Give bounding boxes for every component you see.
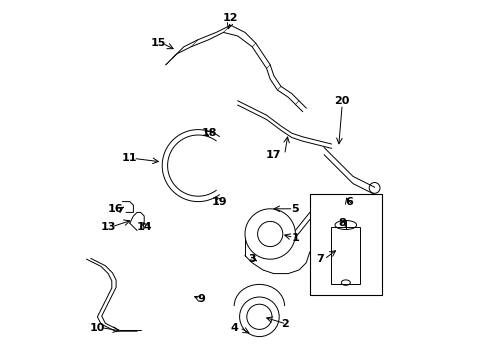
Text: 9: 9	[198, 294, 206, 304]
Text: 6: 6	[345, 197, 353, 207]
Text: 19: 19	[212, 197, 228, 207]
Text: 13: 13	[100, 222, 116, 232]
Text: 12: 12	[223, 13, 238, 23]
Text: 14: 14	[136, 222, 152, 232]
Text: 1: 1	[292, 233, 299, 243]
Text: 10: 10	[90, 323, 105, 333]
Text: 7: 7	[317, 254, 324, 264]
Text: 15: 15	[151, 38, 166, 48]
Text: 16: 16	[108, 204, 123, 214]
Text: 3: 3	[248, 254, 256, 264]
Text: 8: 8	[338, 218, 346, 228]
Bar	[331, 227, 360, 284]
Text: 2: 2	[281, 319, 289, 329]
Text: 17: 17	[266, 150, 282, 160]
Text: 5: 5	[292, 204, 299, 214]
Text: 18: 18	[201, 128, 217, 138]
Bar	[310, 194, 382, 295]
Text: 11: 11	[122, 153, 138, 163]
Text: 20: 20	[335, 96, 350, 106]
Text: 4: 4	[230, 323, 238, 333]
